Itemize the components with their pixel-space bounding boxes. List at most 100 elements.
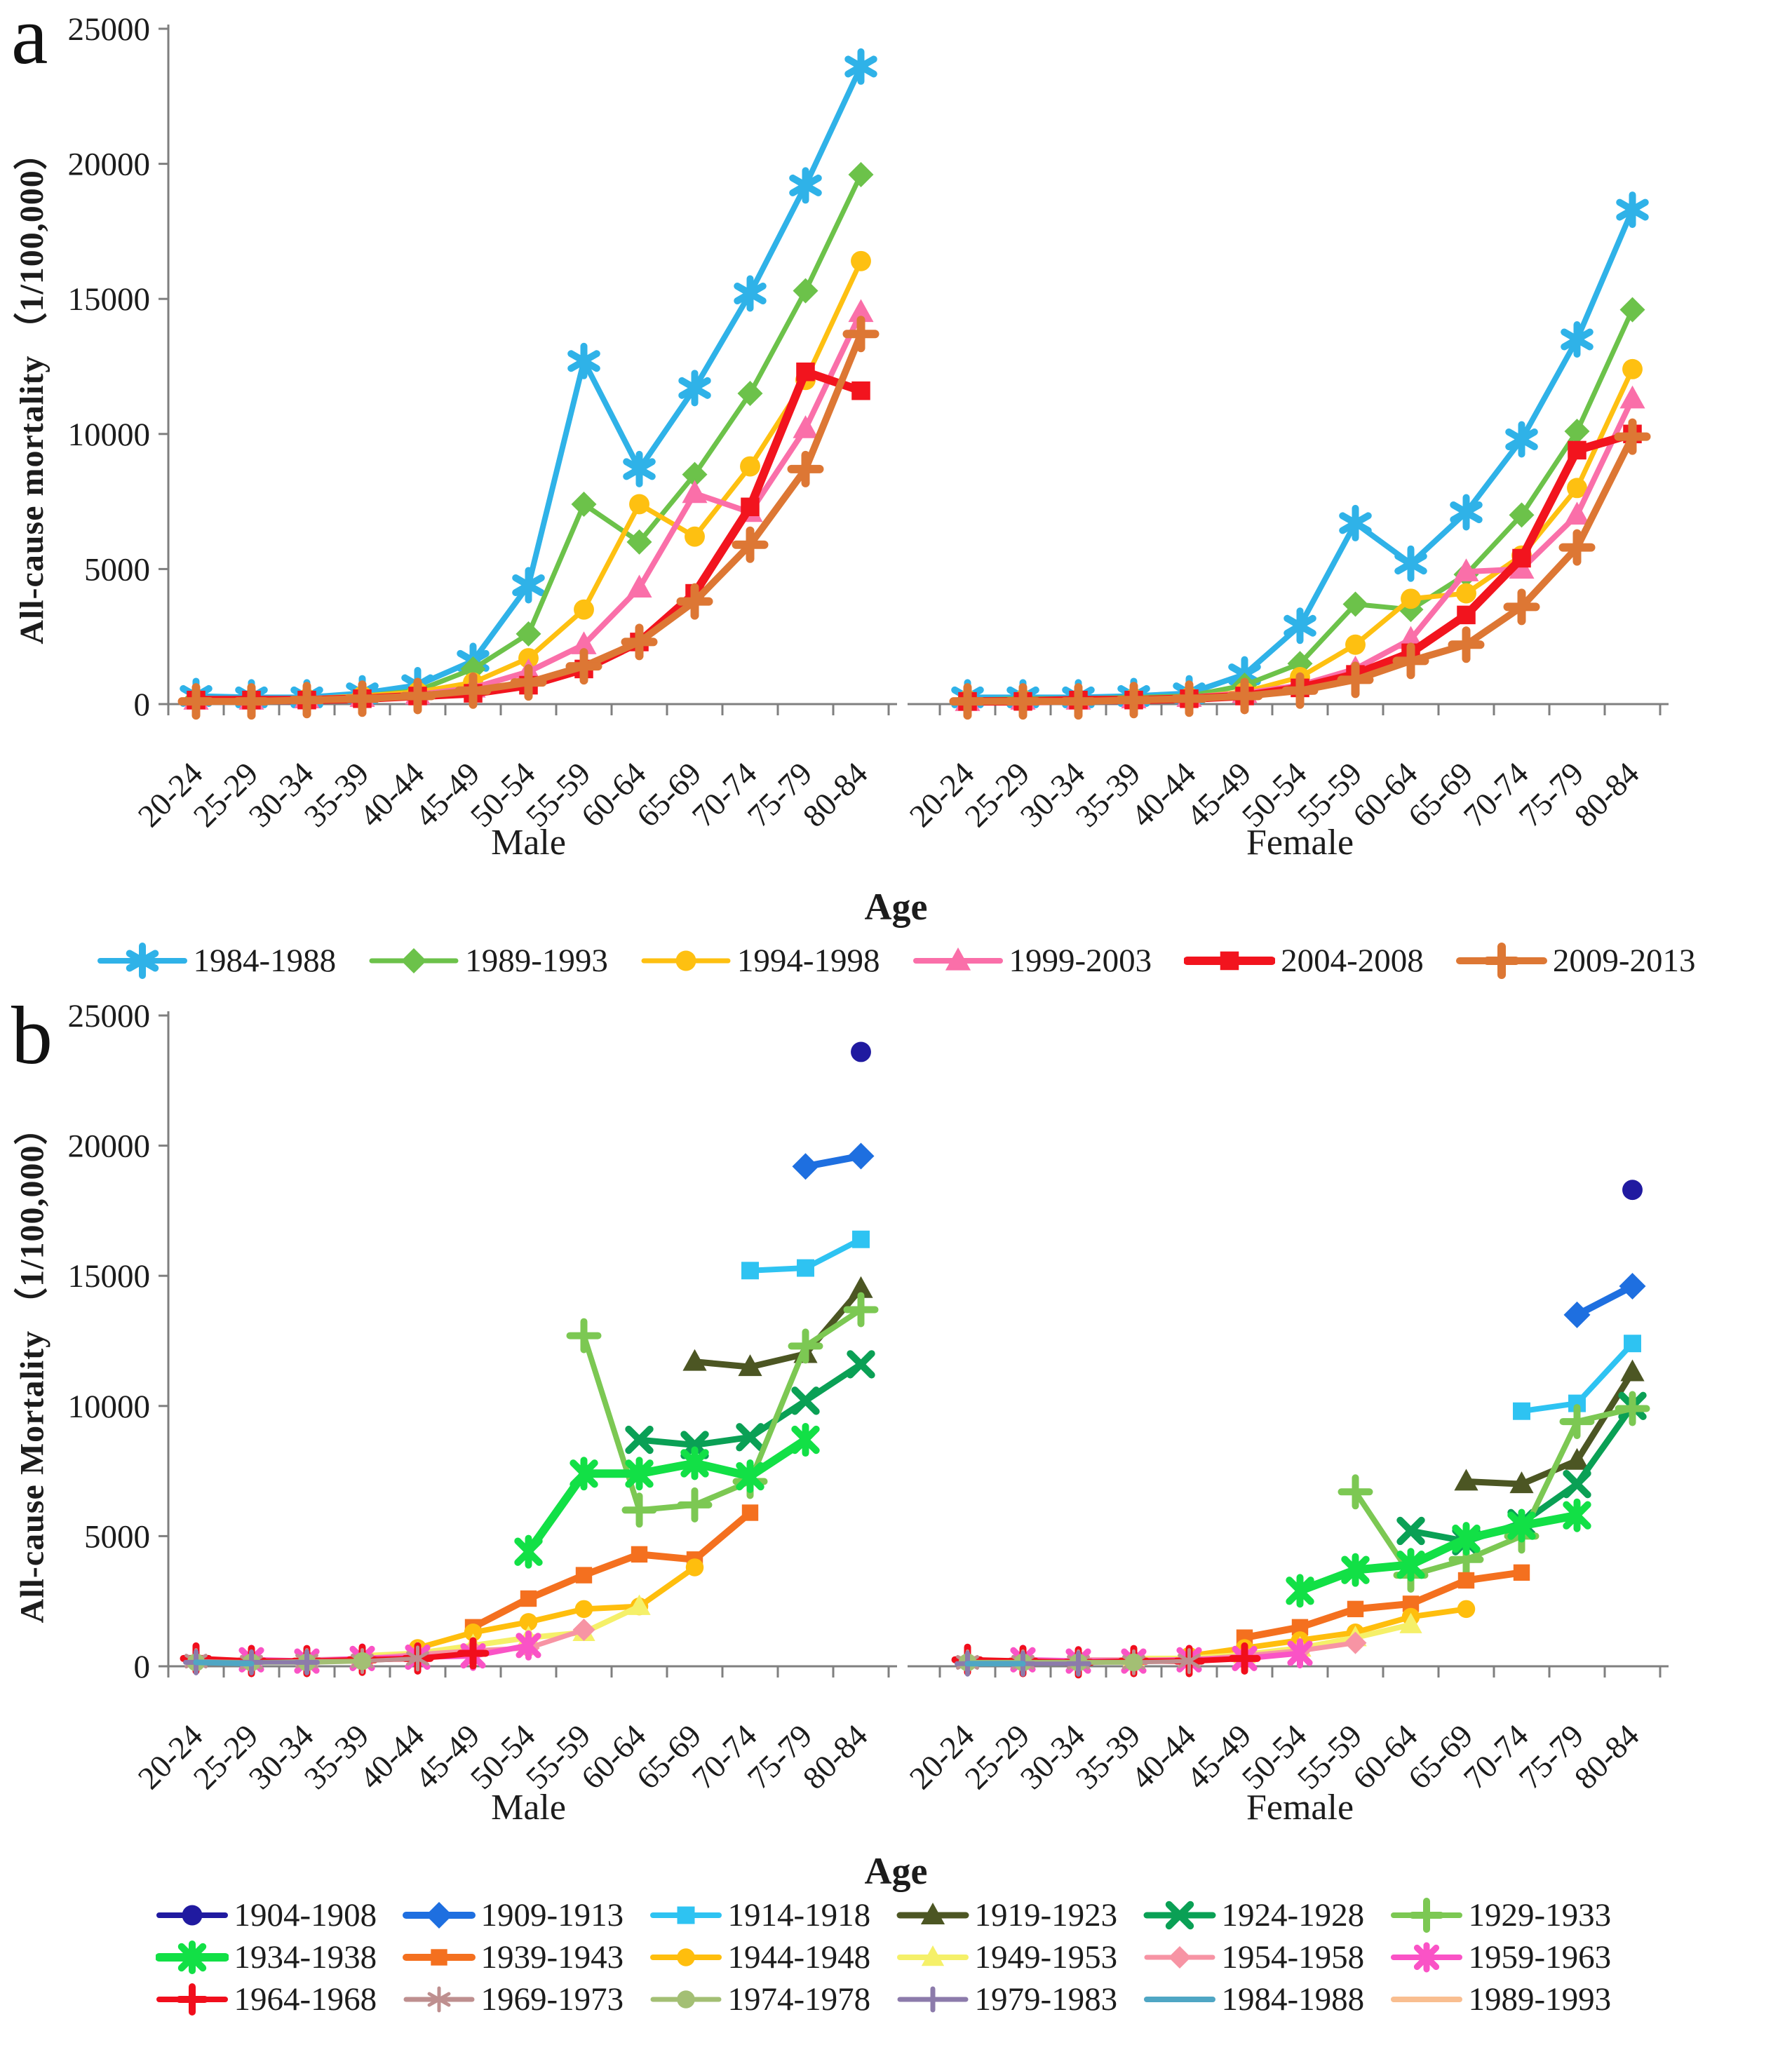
x-tick-label: 35-39 [1069, 755, 1147, 834]
legend-item-1939-1943: 1939-1943 [402, 1938, 649, 1977]
x-tick-label: 30-34 [1013, 755, 1092, 834]
series-1984-1988 [951, 191, 1649, 716]
legend-item-label: 1969-1973 [480, 1981, 624, 2018]
legend-item-1924-1928: 1924-1928 [1143, 1896, 1390, 1935]
x-tick-label: 60-64 [574, 1717, 653, 1796]
legend-item-label: 1944-1948 [727, 1939, 871, 1976]
x-tick-label: 25-29 [958, 1717, 1037, 1796]
legend-item-1989-1993: 1989-1993 [1390, 1980, 1637, 2019]
x-tick-label: 45-49 [408, 1717, 487, 1796]
series-1909-1913 [1563, 1273, 1646, 1328]
x-tick-label: 75-79 [1512, 1717, 1591, 1796]
legend-marker-1924-1928 [1143, 1901, 1215, 1930]
series-1984-1988 [193, 1659, 255, 1667]
legend-item-label: 1984-1988 [193, 943, 337, 979]
x-tick-label: 80-84 [1568, 755, 1646, 834]
series-1909-1913 [792, 1142, 875, 1180]
y-tick-label: 10000 [68, 417, 151, 453]
x-tick-label: 35-39 [1069, 1717, 1147, 1796]
series-2009-2013 [177, 316, 880, 720]
legend-item-2009-2013: 2009-2013 [1455, 940, 1695, 982]
x-tick-label: 70-74 [1457, 1717, 1535, 1796]
y-axis-title-a: All-cause mortality （1/100,000） [13, 135, 51, 644]
x-tick-label: 20-24 [131, 1717, 210, 1796]
legend-item-1949-1953: 1949-1953 [896, 1938, 1143, 1977]
legend-marker-1909-1913 [402, 1902, 476, 1929]
legend-item-1959-1963: 1959-1963 [1390, 1938, 1637, 1977]
x-tick-label: 30-34 [242, 755, 321, 834]
legend-marker-2004-2008 [1184, 951, 1276, 971]
x-tick-label: 35-39 [297, 1717, 376, 1796]
legend-item-label: 1924-1928 [1221, 1897, 1365, 1933]
legend-marker-1919-1923 [896, 1903, 969, 1924]
legend-item-1909-1913: 1909-1913 [402, 1896, 649, 1935]
legend-item-1954-1958: 1954-1958 [1143, 1938, 1390, 1977]
legend-marker-1939-1943 [402, 1949, 476, 1966]
legend-marker-1934-1938 [155, 1940, 229, 1974]
x-tick-label: 20-24 [903, 1717, 981, 1796]
panel-a-charts-row: All-cause mortality （1/100,000） 0 5000 100… [0, 11, 1792, 888]
y-tick-label: 10000 [68, 1389, 151, 1425]
y-tick-label: 15000 [68, 281, 151, 318]
legend-item-1989-1993: 1989-1993 [368, 940, 608, 982]
x-tick-label: 20-24 [903, 755, 981, 834]
series-1989-1993 [955, 297, 1645, 713]
x-tick-label: 40-44 [353, 755, 431, 834]
y-tick-label: 25000 [68, 1000, 151, 1034]
legend-marker-1959-1963 [1390, 1942, 1462, 1973]
x-tick-label: 70-74 [685, 1717, 764, 1796]
panel-b: b All-cause Mortality （1/100,000） 0 5000 1… [0, 990, 1792, 2019]
legend-b-row-1: 1904-1908 1909-1913 1914-1918 1919-1923 1924… [0, 1896, 1792, 1935]
series-1944-1948 [408, 1558, 704, 1657]
legend-marker-1904-1908 [156, 1905, 228, 1926]
legend-item-label: 1934-1938 [234, 1939, 377, 1976]
x-tick-label: 60-64 [1346, 755, 1424, 834]
axes: 20-2425-2930-3435-3940-4445-4950-5455-59… [903, 1665, 1669, 1796]
legend-b: 1904-1908 1909-1913 1914-1918 1919-1923 1924… [0, 1896, 1792, 2019]
legend-item-label: 1914-1918 [727, 1897, 871, 1933]
group-caption: Female [1246, 1788, 1354, 1828]
x-tick-label: 30-34 [1013, 1717, 1092, 1796]
legend-item-label: 2004-2008 [1281, 943, 1424, 979]
legend-marker-1954-1958 [1144, 1946, 1215, 1969]
x-tick-label: 25-29 [187, 1717, 265, 1796]
y-tick-label: 20000 [68, 1128, 151, 1165]
legend-item-label: 1959-1963 [1468, 1939, 1612, 1976]
chart-a-male: 0 5000 10000 15000 20000 25000 20-2425-2930-34… [68, 11, 897, 863]
legend-item-label: 1994-1998 [736, 943, 880, 979]
x-tick-label: 80-84 [796, 1717, 875, 1796]
x-tick-label: 65-69 [630, 755, 708, 834]
series-1984-1988 [180, 48, 877, 716]
legend-item-label: 1999-2003 [1009, 943, 1152, 979]
x-tick-label: 60-64 [574, 755, 653, 834]
legend-item-label: 1964-1968 [234, 1981, 377, 2018]
y-tick-label: 5000 [84, 1518, 150, 1555]
legend-item-1969-1973: 1969-1973 [403, 1980, 649, 2019]
legend-item-label: 1954-1958 [1221, 1939, 1365, 1976]
legend-item-label: 1909-1913 [480, 1897, 624, 1933]
chart-b-male: 0 5000 10000 15000 20000 25000 20-2425-2930-34… [68, 1000, 897, 1828]
legend-item-1904-1908: 1904-1908 [156, 1896, 403, 1935]
legend-item-1999-2003: 1999-2003 [912, 940, 1152, 982]
x-tick-label: 70-74 [1457, 755, 1535, 834]
legend-marker-1929-1933 [1390, 1898, 1462, 1933]
y-tick-label: 20000 [68, 147, 151, 183]
series-1934-1938 [1286, 1498, 1591, 1608]
x-tick-label: 60-64 [1346, 1717, 1424, 1796]
series-1939-1943 [464, 1504, 759, 1636]
x-tick-label: 35-39 [297, 755, 376, 834]
x-tick-label: 40-44 [353, 1717, 431, 1796]
x-tick-label: 55-59 [1291, 1717, 1369, 1796]
series-1914-1918 [741, 1230, 870, 1280]
legend-marker-1979-1983 [897, 1986, 968, 2013]
panel-b-letter: b [11, 990, 53, 1081]
legend-item-label: 1979-1983 [974, 1981, 1118, 2018]
legend-item-label: 1989-1993 [465, 943, 608, 979]
legend-item-2004-2008: 2004-2008 [1184, 940, 1424, 982]
x-tick-label: 70-74 [685, 755, 764, 834]
legend-item-1994-1998: 1994-1998 [640, 940, 880, 982]
legend-marker-2009-2013 [1455, 943, 1547, 979]
x-tick-label: 45-49 [408, 755, 487, 834]
series-1939-1943 [1236, 1564, 1530, 1646]
y-tick-label: 0 [134, 1649, 151, 1685]
